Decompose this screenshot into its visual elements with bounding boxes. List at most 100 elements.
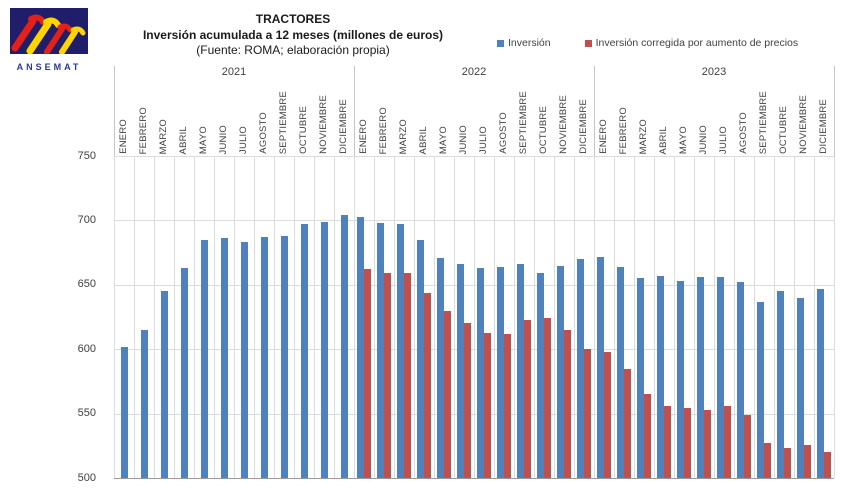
month-label: OCTUBRE (777, 106, 789, 154)
bar-inversion (180, 268, 188, 478)
bar-inversion (377, 223, 384, 478)
month-label: OCTUBRE (537, 106, 549, 154)
gridline-vertical (214, 156, 215, 478)
gridline-vertical (174, 156, 175, 478)
gridline-vertical (334, 156, 335, 478)
gridline-vertical (734, 156, 735, 478)
month-label: JULIO (477, 126, 489, 154)
month-label: MARZO (637, 118, 649, 154)
bar-inversion-corregida (504, 333, 511, 478)
gridline-vertical (694, 156, 695, 478)
bar-inversion (717, 277, 724, 478)
month-label: AGOSTO (737, 112, 749, 154)
month-label: MARZO (397, 118, 409, 154)
bar-inversion-corregida (524, 319, 531, 478)
chart-source: (Fuente: ROMA; elaboración propia) (196, 43, 390, 58)
gridline-vertical (674, 156, 675, 478)
bar-inversion-corregida (484, 332, 491, 478)
y-tick-label: 750 (77, 149, 96, 162)
bar-inversion (357, 216, 364, 478)
bar-inversion-corregida (444, 310, 451, 478)
bar-inversion (737, 282, 744, 478)
ansemat-logo-icon (10, 8, 88, 55)
bar-inversion (437, 257, 444, 478)
bar-inversion (557, 265, 564, 478)
gridline-vertical (714, 156, 715, 478)
bar-inversion (637, 278, 644, 478)
month-label: AGOSTO (497, 112, 509, 154)
bar-inversion (477, 268, 484, 478)
bar-inversion-corregida (624, 368, 631, 478)
bar-inversion (577, 259, 584, 478)
bar-inversion (777, 291, 784, 478)
bar-inversion-corregida (544, 318, 551, 478)
gridline-vertical (414, 156, 415, 478)
month-label: FEBRERO (137, 106, 149, 154)
gridline-vertical (234, 156, 235, 478)
bar-inversion-corregida (404, 273, 411, 478)
gridline-vertical (514, 156, 515, 478)
year-separator (354, 66, 355, 156)
gridline-vertical (794, 156, 795, 478)
bar-inversion-corregida (824, 452, 831, 478)
y-axis: 750 700 650 600 550 500 (56, 150, 96, 484)
bar-inversion (280, 235, 288, 478)
bar-inversion-corregida (744, 414, 751, 478)
gridline-vertical (454, 156, 455, 478)
gridline-horizontal (114, 349, 834, 351)
gridline-vertical (134, 156, 135, 478)
gridline-vertical (834, 156, 835, 478)
gridline-vertical (574, 156, 575, 478)
month-label: FEBRERO (377, 106, 389, 154)
gridline-vertical (194, 156, 195, 478)
bar-inversion-corregida (564, 329, 571, 478)
gridline-vertical (774, 156, 775, 478)
gridline-vertical (754, 156, 755, 478)
month-label: OCTUBRE (297, 106, 309, 154)
chart-titles: TRACTORES Inversión acumulada a 12 meses… (63, 12, 523, 59)
gridline-vertical (554, 156, 555, 478)
y-tick-label: 550 (77, 407, 96, 420)
bar-inversion (677, 280, 684, 478)
bar-inversion (340, 215, 348, 478)
page-title: TRACTORES (255, 12, 331, 26)
bar-inversion (757, 301, 764, 478)
month-label: NOVIEMBRE (317, 95, 329, 154)
month-label: ABRIL (417, 125, 429, 154)
month-label: ABRIL (657, 125, 669, 154)
month-label: SEPTIEMBRE (277, 90, 289, 154)
month-label: NOVIEMBRE (797, 95, 809, 154)
bar-inversion (517, 264, 524, 478)
y-tick-label: 700 (77, 213, 96, 226)
gridline-vertical (534, 156, 535, 478)
bar-inversion (300, 224, 308, 478)
gridline-horizontal (114, 413, 834, 415)
gridline-vertical (254, 156, 255, 478)
month-label: ENERO (597, 119, 609, 154)
month-label: MARZO (157, 118, 169, 154)
bar-inversion (417, 239, 424, 478)
gridline-horizontal (114, 156, 834, 157)
gridline-vertical (314, 156, 315, 478)
gridline-vertical (114, 156, 115, 478)
bar-inversion-corregida (784, 448, 791, 478)
bar-inversion (817, 288, 824, 478)
month-label: JUNIO (697, 124, 709, 155)
gridline-horizontal (114, 284, 834, 286)
bar-inversion (797, 297, 804, 478)
bar-inversion (597, 256, 604, 478)
legend-item-inversion: Inversión (497, 37, 551, 49)
year-label: 2021 (221, 66, 247, 78)
month-label: MAYO (677, 125, 689, 154)
month-label: DICIEMBRE (577, 99, 589, 154)
bar-inversion (120, 346, 128, 478)
legend-label-inversion: Inversión (508, 37, 551, 49)
year-separator (834, 66, 835, 156)
bar-inversion-corregida (644, 394, 651, 478)
bar-inversion (457, 264, 464, 478)
bar-inversion (240, 242, 248, 478)
month-label: ENERO (357, 119, 369, 154)
ansemat-logo: ANSEMAT (10, 8, 88, 72)
months-header: 2021 2022 2023 ENERO FEBRERO MARZO ABRIL MAYO JU… (114, 66, 835, 156)
